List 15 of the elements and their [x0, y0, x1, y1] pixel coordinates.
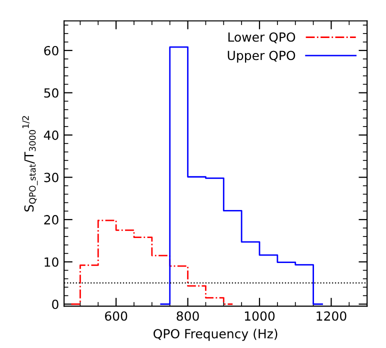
- y-tick-label: 50: [44, 88, 58, 98]
- y-tick-label: 10: [44, 257, 58, 267]
- y-tick-label: 0: [52, 300, 58, 310]
- y-tick-label: 60: [44, 46, 58, 56]
- y-axis-title: S$_{QPO_stat}$/T$_{3000}$$^{1/2}$: [22, 116, 38, 212]
- x-tick-label: 1000: [244, 311, 275, 321]
- x-tick-label: 800: [176, 311, 199, 321]
- x-tick-label: 1200: [316, 311, 346, 321]
- y-tick-label: 30: [44, 172, 58, 182]
- y-tick-label: 40: [44, 130, 58, 140]
- legend-label: Upper QPO: [228, 50, 296, 63]
- legend-label: Lower QPO: [228, 32, 296, 44]
- x-axis-title: QPO Frequency (Hz): [154, 328, 278, 341]
- x-tick-label: 600: [105, 311, 128, 321]
- y-tick-label: 20: [44, 215, 58, 224]
